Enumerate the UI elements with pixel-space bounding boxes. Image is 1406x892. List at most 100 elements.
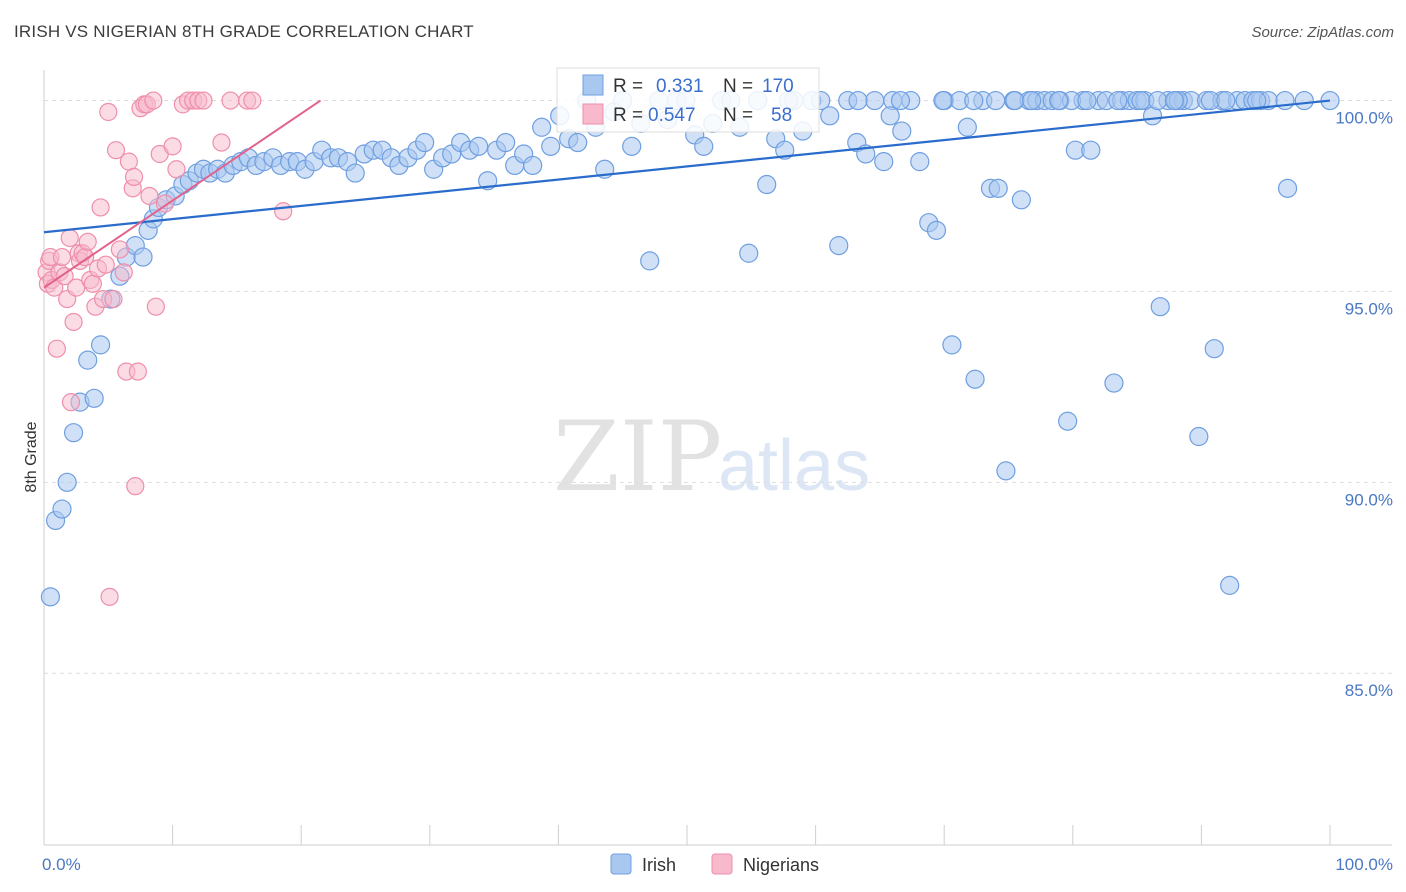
series-legend: Irish Nigerians xyxy=(610,853,819,875)
legend-irish-n-value: 170 xyxy=(762,76,794,97)
nigerian-point xyxy=(128,362,147,381)
irish-point xyxy=(1277,178,1298,198)
irish-point xyxy=(57,472,77,492)
legend-swatch-nigerians xyxy=(582,103,604,125)
x-ticks xyxy=(43,825,1331,845)
nigerian-point xyxy=(91,198,110,217)
nigerian-point xyxy=(126,477,145,496)
irish-point xyxy=(964,90,984,111)
irish-point xyxy=(1220,575,1240,595)
bottom-swatch-irish xyxy=(610,853,632,875)
bottom-swatch-nigerians xyxy=(711,853,733,875)
irish-point xyxy=(90,335,111,355)
nigerian-point xyxy=(221,91,240,110)
legend-nig-r-value: 0.547 xyxy=(648,105,696,126)
irish-point xyxy=(1104,373,1124,393)
nigerian-point xyxy=(146,297,165,316)
trend-lines xyxy=(43,99,1331,289)
nigerian-points xyxy=(37,91,293,606)
irish-point xyxy=(996,461,1016,481)
irish-point xyxy=(640,251,660,271)
nigerian-point xyxy=(100,587,119,606)
irish-point xyxy=(532,117,552,137)
legend-irish-r-value: 0.331 xyxy=(656,76,704,97)
irish-point xyxy=(1022,90,1042,111)
nigerian-trend-line xyxy=(43,99,322,289)
irish-point xyxy=(1189,426,1209,447)
nigerian-point xyxy=(110,240,129,259)
y-tick-labels: 85.0% 90.0% 95.0% 100.0% xyxy=(1335,109,1393,701)
irish-point xyxy=(40,587,61,607)
irish-point xyxy=(910,152,930,172)
legend-nig-n-label: N = xyxy=(723,105,753,126)
y-tick-label: 100.0% xyxy=(1335,109,1393,128)
irish-point xyxy=(345,163,365,183)
irish-points xyxy=(40,90,1340,607)
irish-point xyxy=(1216,90,1236,111)
irish-point xyxy=(1011,190,1031,210)
irish-point xyxy=(1148,90,1168,111)
irish-point xyxy=(1058,411,1078,431)
irish-point xyxy=(986,90,1006,111)
irish-point xyxy=(1294,90,1314,111)
axes xyxy=(43,70,1392,846)
y-tick-label: 95.0% xyxy=(1345,299,1393,318)
nigerian-point xyxy=(60,228,79,248)
irish-point xyxy=(1204,339,1224,359)
irish-point xyxy=(988,178,1008,198)
irish-point xyxy=(957,117,977,137)
irish-point xyxy=(892,121,912,141)
legend-nig-r-label: R = xyxy=(613,105,643,126)
irish-point xyxy=(874,152,894,172)
y-tick-label: 90.0% xyxy=(1345,490,1393,509)
irish-point xyxy=(1108,90,1128,111)
irish-point xyxy=(496,132,516,153)
irish-point xyxy=(52,499,72,519)
irish-point xyxy=(541,136,561,156)
source-label: Source: ZipAtlas.com xyxy=(1251,24,1394,41)
legend-irish-n-label: N = xyxy=(723,76,753,97)
nigerian-point xyxy=(61,393,81,412)
irish-point xyxy=(694,136,714,156)
bottom-legend-irish: Irish xyxy=(642,855,676,875)
irish-point xyxy=(84,388,104,408)
irish-point xyxy=(523,155,543,176)
nigerian-point xyxy=(47,339,66,358)
nigerian-point xyxy=(78,232,97,251)
irish-point xyxy=(1164,90,1184,111)
nigerian-point xyxy=(194,91,213,110)
irish-point xyxy=(933,90,953,111)
nigerian-point xyxy=(64,312,83,332)
irish-point xyxy=(820,106,840,126)
watermark-atlas: atlas xyxy=(718,426,870,506)
irish-point xyxy=(63,423,84,443)
nigerian-point xyxy=(83,274,102,293)
nigerian-point xyxy=(52,247,72,267)
nigerian-point xyxy=(212,133,231,152)
nigerian-point xyxy=(167,160,186,179)
irish-point xyxy=(926,220,947,240)
irish-point xyxy=(568,132,588,153)
irish-point xyxy=(965,369,985,389)
irish-point xyxy=(942,335,962,355)
irish-point xyxy=(469,136,489,156)
irish-point xyxy=(78,350,98,370)
nigerian-point xyxy=(124,167,144,186)
stats-legend: R = 0.331 N = 170 R = 0.547 N = 58 xyxy=(556,67,820,133)
irish-point xyxy=(1131,90,1151,111)
nigerian-point xyxy=(114,263,133,282)
chart-title: IRISH VS NIGERIAN 8TH GRADE CORRELATION … xyxy=(14,22,474,41)
x-tick-label-min: 0.0% xyxy=(42,855,81,874)
irish-point xyxy=(1081,140,1101,160)
irish-point xyxy=(1247,90,1267,111)
nigerian-point xyxy=(274,202,293,221)
irish-point xyxy=(1077,90,1097,111)
nigerian-point xyxy=(106,141,126,160)
y-tick-label: 85.0% xyxy=(1345,681,1393,700)
nigerian-point xyxy=(163,137,182,156)
legend-swatch-irish xyxy=(582,74,604,96)
irish-point xyxy=(622,136,642,156)
irish-point xyxy=(890,90,911,111)
watermark-zip: ZIP xyxy=(553,401,722,513)
irish-point xyxy=(739,243,759,263)
